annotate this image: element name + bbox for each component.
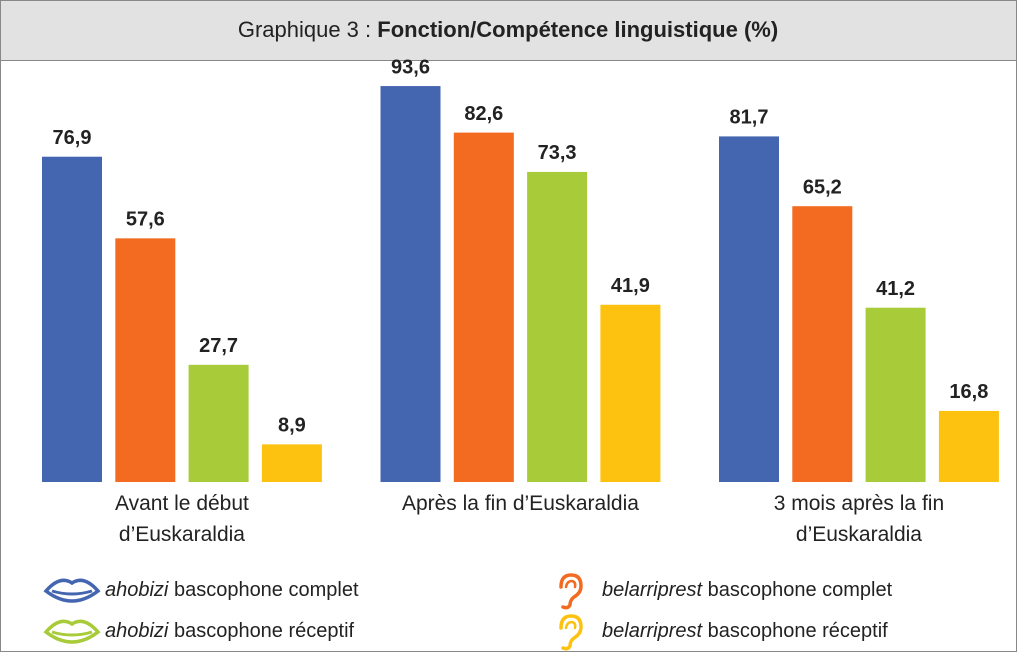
legend-label: belarriprest bascophone complet [602,579,893,601]
value-label: 73,3 [538,142,577,164]
legend-icon-lips [43,578,101,603]
x-tick-label: Après la fin d’Euskaraldia [401,492,639,515]
legend-label: ahobizi bascophone complet [105,579,359,601]
legend-icon-ear [559,573,583,610]
value-label: 8,9 [278,415,306,437]
legend-icon-lips-line [51,630,93,637]
x-tick-label: 3 mois après la fin d’Euskaraldia [773,492,945,546]
legend-label: belarriprest bascophone réceptif [602,620,888,642]
value-label: 82,6 [464,103,503,125]
title-label: Graphique 3 : [238,17,371,42]
bar [115,238,176,482]
bar [792,206,853,483]
legend-icon-ear-inner [564,620,577,630]
bar [380,86,441,483]
bar [938,410,999,482]
legend-label-rest: bascophone réceptif [168,620,354,642]
value-label: 41,2 [876,278,915,300]
legend-label-rest: bascophone complet [168,579,359,601]
value-label: 57,6 [126,209,165,231]
legend-icon-lips [43,619,101,644]
legend-label-rest: bascophone complet [702,579,893,601]
legend-label-italic: ahobizi [105,579,169,601]
value-label: 27,7 [199,335,238,357]
legend-label-italic: belarriprest [602,579,703,601]
value-label: 81,7 [730,107,769,129]
bar [261,444,322,482]
x-tick-label: Avant le début d’Euskaraldia [114,492,249,546]
title-bar [0,0,1017,61]
value-label: 65,2 [803,176,842,198]
chart-title: Graphique 3 : Fonction/Compétence lingui… [238,17,778,42]
title-main: Fonction/Compétence linguistique (%) [377,17,778,42]
value-label: 76,9 [53,127,92,149]
legend-icon-ear-inner [564,579,577,589]
legend-label: ahobizi bascophone réceptif [105,620,355,642]
value-label: 16,8 [949,381,988,403]
bar [453,132,514,483]
bar [527,171,588,483]
value-label: 93,6 [391,56,430,78]
bar [600,304,661,482]
legend-label-italic: belarriprest [602,620,703,642]
legend-label-rest: bascophone réceptif [702,620,888,642]
bar [865,307,926,482]
bar [719,136,779,482]
legend-icon-ear [559,614,583,651]
bar [42,156,102,482]
bar [188,364,249,482]
legend-icon-lips-line [51,589,93,596]
legend-label-italic: ahobizi [105,620,169,642]
value-label: 41,9 [611,275,650,297]
